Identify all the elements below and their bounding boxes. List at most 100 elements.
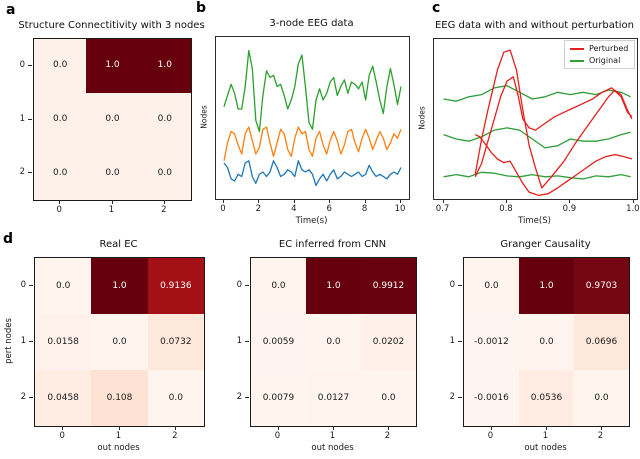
legend-entry: Perturbed [570,44,628,53]
chart-title: Granger Causality [500,239,591,250]
x-tick-mark [332,426,334,430]
y-tick-mark [29,397,33,398]
legend-label: Perturbed [589,44,629,53]
x-tick-label: 0 [59,431,65,441]
heatmap-cell: 0.0079 [251,370,306,426]
x-tick-label: 0 [220,204,226,214]
x-tick-mark [59,200,61,204]
series-node-0-blue [223,160,402,187]
y-tick-mark [458,397,462,398]
x-tick-label: 2 [597,431,604,441]
heatmap-cell: 0.0127 [306,370,361,426]
line-plot-svg [443,49,633,197]
x-axis-label: Time(S) [518,216,551,226]
panel-label-a: a [6,2,16,18]
x-tick-label: 2 [172,431,178,441]
x-tick-label: 0 [56,205,62,215]
y-tick-label: 1 [19,113,25,124]
series-original-node-1 [443,127,631,149]
series-original-node-2 [443,85,631,102]
x-tick-label: 0 [274,431,281,441]
x-axis-label: out nodes [524,443,567,453]
y-tick-mark [28,172,32,174]
heatmap-cell: 1.0 [519,258,574,314]
x-tick-label: 1 [329,431,336,441]
y-tick-label: 0 [19,59,25,70]
x-axis-label: out nodes [311,443,354,453]
heatmap-cell: 1.0 [86,39,139,93]
heatmap-cell: 0.0202 [361,314,416,370]
heatmap-cell: 0.0 [34,39,87,93]
x-tick-mark [569,199,571,203]
x-tick-mark [111,200,113,204]
x-axis-label: out nodes [97,443,140,453]
x-tick-label: 0.7 [435,204,450,214]
x-tick-mark [258,199,260,203]
x-tick-mark [400,199,402,203]
x-tick-label: 2 [384,431,391,441]
x-axis-label: Time(s) [295,216,328,226]
panel-label-c: c [432,0,441,16]
chart-title: EEG data with and without perturbation [434,20,635,31]
heatmap-cell: 0.0 [519,314,574,370]
x-tick-mark [545,426,547,430]
x-tick-label: 1.0 [626,204,640,214]
y-tick-label: 0 [236,279,242,290]
series-perturbed-node-1 [474,76,633,178]
x-tick-mark [222,199,224,203]
heatmap-cell: 0.0536 [519,370,574,426]
heatmap-cell: 1.0 [306,258,361,314]
x-tick-label: 6 [326,204,332,214]
chart-title: Structure Connectitivity with 3 nodes [18,20,205,31]
heatmap-grid: 0.0 1.0 0.9136 0.0158 0.0 0.0732 0.0458 0.108 0.… [34,257,205,427]
heatmap-cell: 0.9912 [361,258,416,314]
heatmap-cell: 0.0 [251,258,306,314]
heatmap-grid: 0.0 1.0 0.9912 0.0059 0.0 0.0202 0.0079 0.0127 0… [250,257,417,427]
heatmap-cell: 0.0 [361,370,416,426]
y-tick-mark [458,341,462,342]
heatmap-cell: 0.0 [306,314,361,370]
legend-entry: Original [570,56,628,65]
heatmap-cell: 0.0 [34,146,87,200]
heatmap-cell: 0.0 [464,258,519,314]
x-tick-label: 2 [255,204,262,214]
x-tick-label: 0 [487,431,494,441]
heatmap-cell: 0.0696 [574,314,629,370]
x-tick-mark [387,426,389,430]
x-tick-mark [174,426,176,430]
heatmap-cell: 0.0 [86,92,139,147]
heatmap-cell: -0.0016 [464,370,519,426]
y-tick-mark [245,341,249,342]
heatmap-cell: 0.0 [34,92,87,147]
y-tick-mark [245,397,249,398]
x-tick-label: 1 [108,205,115,215]
heatmap-cell: 0.0 [138,92,191,147]
heatmap-cell: 0.0732 [147,314,204,370]
legend: Perturbed Original [564,40,636,69]
y-tick-label: 2 [236,391,242,402]
heatmap-cell: 0.0 [574,370,629,426]
x-tick-mark [364,199,366,203]
x-tick-mark [632,199,634,203]
heatmap-cell: 0.0 [86,146,139,200]
line-plot-svg [223,49,402,187]
y-tick-mark [28,118,32,120]
x-tick-label: 1 [115,431,122,441]
x-tick-label: 4 [291,204,297,214]
heatmap-cell: 0.0 [138,146,191,200]
heatmap-grid: 0.0 1.0 0.9703 -0.0012 0.0 0.0696 -0.0016 0.053… [463,257,630,427]
heatmap-cell: 0.9703 [574,258,629,314]
line-plot-area [215,36,410,200]
y-tick-label: 1 [20,335,26,346]
chart-title: EC inferred from CNN [278,239,387,250]
series-node-1-orange [223,126,402,161]
y-tick-mark [29,341,33,342]
y-tick-mark [458,285,462,286]
x-tick-mark [293,199,295,203]
y-tick-label: 2 [20,391,26,402]
heatmap-grid: 0.0 1.0 1.0 0.0 0.0 0.0 0.0 0.0 0.0 [33,38,192,201]
x-tick-label: 8 [361,204,368,214]
legend-line-swatch [570,59,584,62]
heatmap-cell: 1.0 [91,258,148,314]
heatmap-cell: 0.0 [35,258,92,314]
